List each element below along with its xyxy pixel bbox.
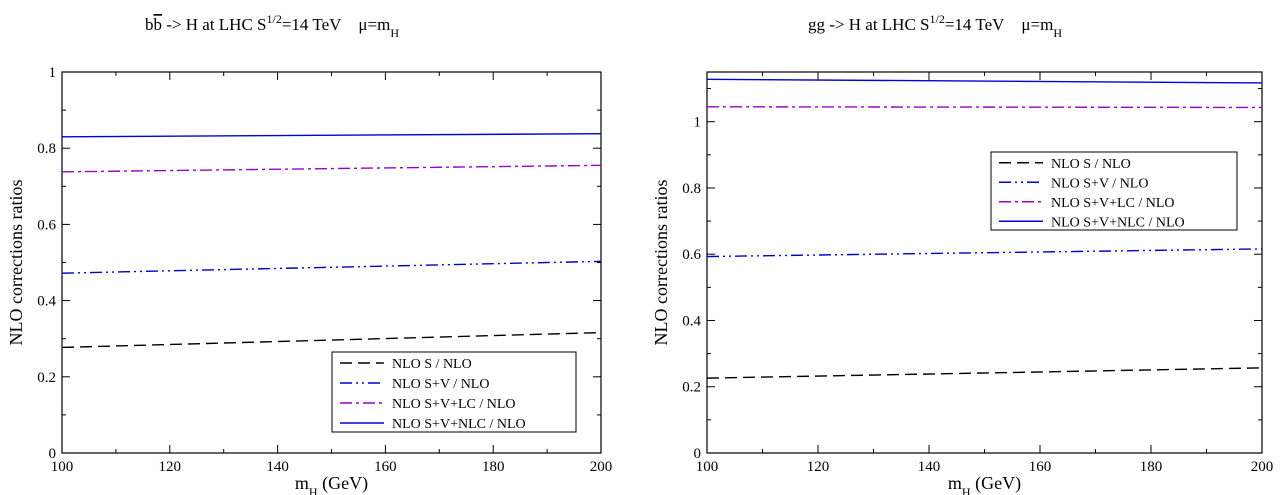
legend-label-3: NLO S+V+LC / NLO [1051,196,1175,211]
y-tick-label: 0.8 [682,181,701,197]
series-line-3 [706,106,1263,109]
x-tick-label: 160 [374,459,397,475]
x-tick-label: 180 [1140,459,1163,475]
y-tick-label: 0.6 [682,247,701,263]
series-line-3 [61,164,602,173]
y-tick-label: 0 [694,446,702,462]
legend-label-3: NLO S+V+LC / NLO [392,397,516,412]
legend-box [990,151,1238,231]
x-tick-label: 180 [482,459,505,475]
x-tick-label: 140 [266,459,289,475]
legend-label-2: NLO S+V / NLO [1051,176,1148,191]
chart-title: gg -> H at LHC S1/2=14 TeV μ=mH [808,12,1062,40]
y-tick-label: 0.4 [37,294,56,310]
plot-frame [706,71,1263,454]
x-tick-label: 200 [590,459,613,475]
x-tick-label: 100 [696,459,719,475]
x-axis-label: mH (GeV) [295,473,368,495]
chart-title: bb -> H at LHC S1/2=14 TeV μ=mH [145,12,399,40]
y-tick-label: 0 [49,446,57,462]
x-tick-label: 140 [918,459,941,475]
series-line-4 [706,78,1263,84]
x-tick-label: 200 [1251,459,1274,475]
legend-label-1: NLO S / NLO [1051,157,1131,172]
y-axis-label: NLO corrections ratios [651,180,671,346]
x-tick-label: 160 [1029,459,1052,475]
y-tick-label: 0.6 [37,217,56,233]
legend-label-4: NLO S+V+NLC / NLO [1051,215,1185,230]
legend: NLO S / NLO NLO S+V / NLO NLO S+V+LC / NLO… [990,151,1238,231]
legend-label-2: NLO S+V / NLO [392,377,489,392]
y-tick-label: 0.4 [682,313,701,329]
y-tick-label: 1 [49,65,57,81]
x-tick-label: 120 [807,459,830,475]
series-line-2 [61,260,602,274]
y-tick-label: 0.2 [682,380,701,396]
series-line-1 [706,367,1263,379]
y-tick-label: 1 [694,115,702,131]
y-tick-label: 0.8 [37,141,56,157]
series-line-4 [61,133,602,138]
y-tick-label: 0.2 [37,370,56,386]
legend-box [331,351,577,433]
left-panel: bb -> H at LHC S1/2=14 TeV μ=mH 100 120 140… [6,12,612,495]
legend-label-1: NLO S / NLO [392,357,472,372]
x-tick-label: 120 [159,459,182,475]
right-panel: gg -> H at LHC S1/2=14 TeV μ=mH 100 120 140… [651,12,1273,495]
series-line-1 [61,331,602,349]
y-axis-label: NLO corrections ratios [6,180,26,346]
x-tick-label: 100 [51,459,74,475]
legend-label-4: NLO S+V+NLC / NLO [392,417,526,432]
legend: NLO S / NLO NLO S+V / NLO NLO S+V+LC / NLO… [331,351,577,433]
x-axis-label: mH (GeV) [948,473,1021,495]
series-line-2 [706,248,1263,258]
